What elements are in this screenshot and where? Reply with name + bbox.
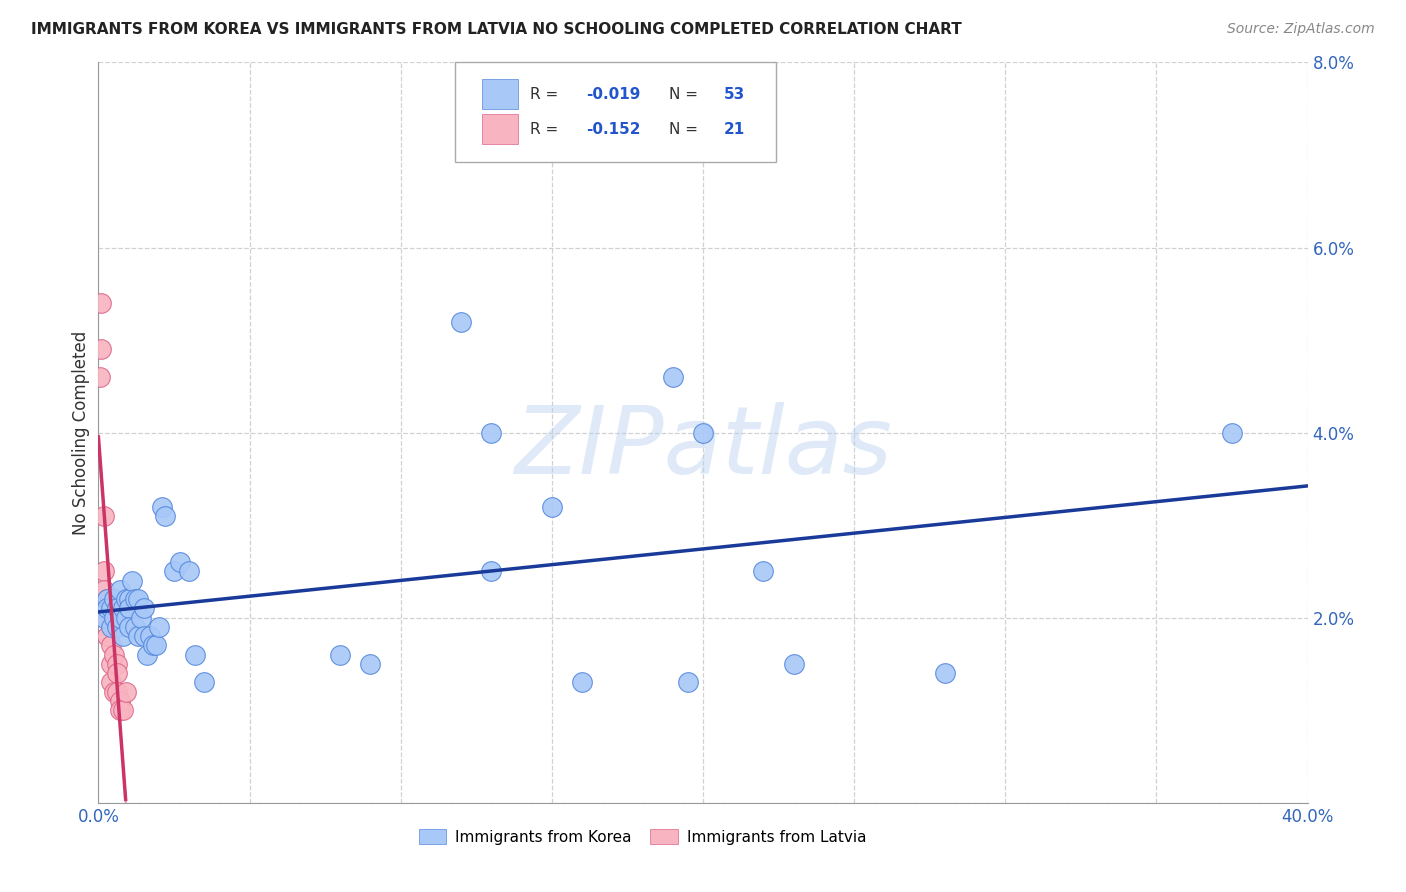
Point bbox=[118, 592, 141, 607]
Text: -0.019: -0.019 bbox=[586, 87, 640, 102]
Point bbox=[121, 574, 143, 588]
Point bbox=[540, 500, 562, 514]
Text: 21: 21 bbox=[724, 121, 745, 136]
Point bbox=[118, 601, 141, 615]
Point bbox=[96, 592, 118, 607]
Point bbox=[111, 629, 134, 643]
Point bbox=[124, 592, 146, 607]
Point bbox=[90, 296, 112, 310]
Point bbox=[661, 370, 683, 384]
Point bbox=[148, 620, 170, 634]
Point bbox=[481, 565, 503, 579]
Text: ZIPatlas: ZIPatlas bbox=[515, 402, 891, 493]
Point bbox=[150, 500, 173, 514]
Point bbox=[111, 703, 134, 717]
Text: IMMIGRANTS FROM KOREA VS IMMIGRANTS FROM LATVIA NO SCHOOLING COMPLETED CORRELATI: IMMIGRANTS FROM KOREA VS IMMIGRANTS FROM… bbox=[31, 22, 962, 37]
FancyBboxPatch shape bbox=[456, 62, 776, 162]
Point bbox=[103, 610, 125, 624]
Point bbox=[142, 639, 165, 653]
Point bbox=[100, 601, 122, 615]
Point bbox=[135, 648, 157, 662]
Point bbox=[169, 555, 191, 569]
Point bbox=[108, 582, 131, 597]
Point bbox=[179, 565, 201, 579]
Point bbox=[676, 675, 699, 690]
Point bbox=[93, 582, 115, 597]
Point bbox=[129, 610, 152, 624]
FancyBboxPatch shape bbox=[482, 114, 517, 144]
Point bbox=[329, 648, 352, 662]
Point bbox=[105, 666, 128, 681]
Point bbox=[105, 685, 128, 699]
Point bbox=[100, 675, 122, 690]
Point bbox=[114, 610, 136, 624]
Point bbox=[96, 610, 118, 624]
Point bbox=[108, 694, 131, 708]
Point bbox=[132, 601, 155, 615]
Point bbox=[139, 629, 162, 643]
Point bbox=[127, 629, 149, 643]
Point bbox=[105, 620, 128, 634]
Point bbox=[103, 592, 125, 607]
Point bbox=[692, 425, 714, 440]
Point bbox=[90, 343, 112, 357]
FancyBboxPatch shape bbox=[482, 79, 517, 109]
Point bbox=[93, 610, 115, 624]
Point bbox=[100, 639, 122, 653]
Point bbox=[1220, 425, 1243, 440]
Point bbox=[90, 601, 112, 615]
Point bbox=[118, 620, 141, 634]
Point bbox=[93, 508, 115, 523]
Text: N =: N = bbox=[669, 87, 703, 102]
Text: R =: R = bbox=[530, 87, 564, 102]
Point bbox=[103, 648, 125, 662]
Point bbox=[108, 703, 131, 717]
Point bbox=[100, 620, 122, 634]
Point bbox=[153, 508, 176, 523]
Point bbox=[450, 314, 472, 328]
Legend: Immigrants from Korea, Immigrants from Latvia: Immigrants from Korea, Immigrants from L… bbox=[412, 822, 873, 851]
Point bbox=[108, 610, 131, 624]
Point bbox=[752, 565, 775, 579]
Point bbox=[96, 629, 118, 643]
Point bbox=[89, 370, 111, 384]
Point bbox=[96, 592, 118, 607]
Point bbox=[114, 685, 136, 699]
Text: R =: R = bbox=[530, 121, 564, 136]
Point bbox=[193, 675, 215, 690]
Point bbox=[783, 657, 806, 671]
Point bbox=[114, 592, 136, 607]
Point bbox=[105, 657, 128, 671]
Point bbox=[163, 565, 186, 579]
Text: Source: ZipAtlas.com: Source: ZipAtlas.com bbox=[1227, 22, 1375, 37]
Point bbox=[360, 657, 382, 671]
Point bbox=[93, 565, 115, 579]
Point bbox=[184, 648, 207, 662]
Point bbox=[481, 425, 503, 440]
Point bbox=[145, 639, 167, 653]
Point bbox=[100, 657, 122, 671]
Point bbox=[132, 629, 155, 643]
Point bbox=[934, 666, 956, 681]
Y-axis label: No Schooling Completed: No Schooling Completed bbox=[72, 331, 90, 534]
Text: -0.152: -0.152 bbox=[586, 121, 640, 136]
Text: N =: N = bbox=[669, 121, 703, 136]
Point bbox=[571, 675, 593, 690]
Text: 53: 53 bbox=[724, 87, 745, 102]
Point bbox=[103, 685, 125, 699]
Point bbox=[105, 601, 128, 615]
Point bbox=[127, 592, 149, 607]
Point bbox=[111, 601, 134, 615]
Point bbox=[124, 620, 146, 634]
Point bbox=[96, 601, 118, 615]
